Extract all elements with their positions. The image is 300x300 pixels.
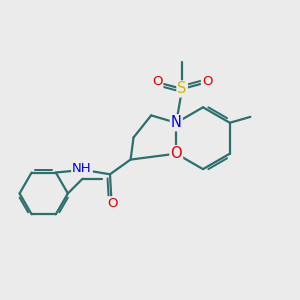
- Text: S: S: [177, 81, 187, 96]
- Text: O: O: [152, 75, 162, 88]
- Text: O: O: [202, 75, 212, 88]
- Text: O: O: [170, 146, 182, 161]
- Text: NH: NH: [72, 162, 92, 175]
- Text: N: N: [171, 115, 182, 130]
- Text: O: O: [108, 197, 118, 210]
